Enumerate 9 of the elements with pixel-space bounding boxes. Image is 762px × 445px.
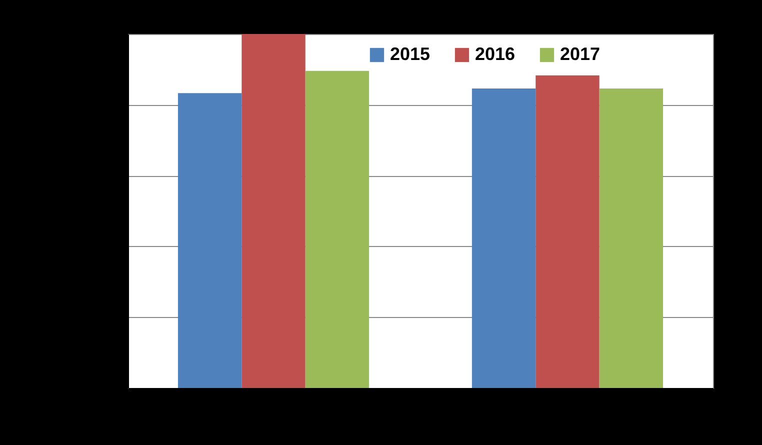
bar: [536, 75, 600, 388]
bar: [242, 34, 306, 388]
legend-label: 2015: [390, 44, 430, 64]
bar: [178, 93, 242, 388]
legend-label: 2017: [560, 44, 600, 64]
bar: [472, 88, 536, 388]
bar: [305, 70, 370, 388]
legend-label: 2016: [475, 44, 516, 64]
bar: [599, 88, 664, 388]
